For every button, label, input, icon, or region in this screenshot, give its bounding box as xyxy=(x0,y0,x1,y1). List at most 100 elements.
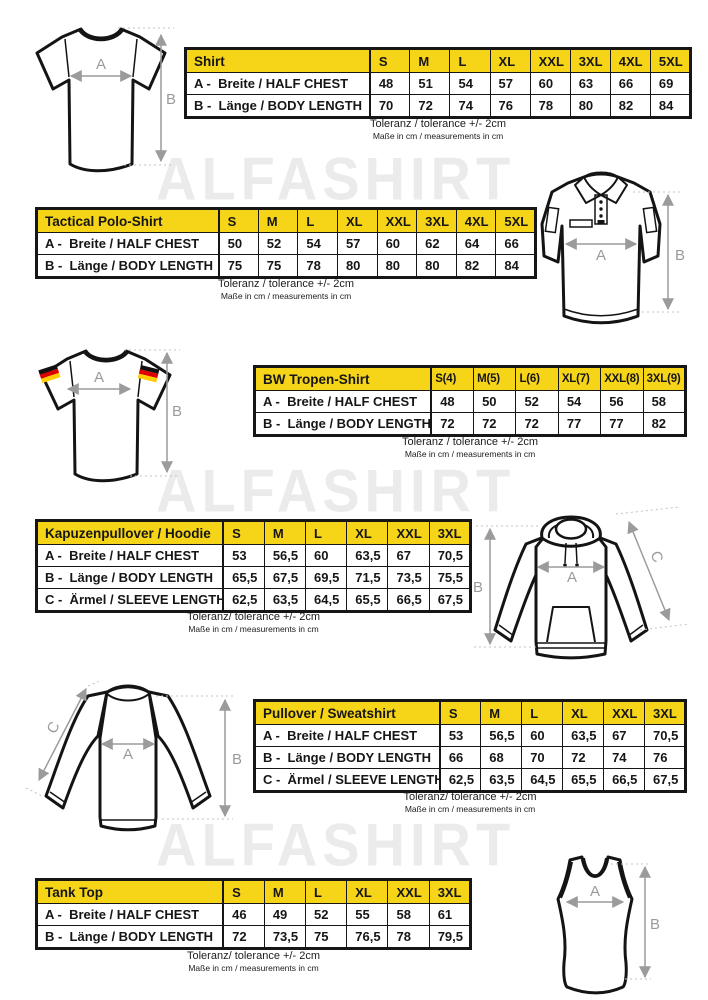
table-title: Shirt xyxy=(184,48,371,73)
size-value: 80 xyxy=(376,254,418,278)
size-value: 75 xyxy=(257,254,299,278)
size-value: 65,5 xyxy=(562,768,605,792)
size-column-header: XXL(8) xyxy=(600,366,644,391)
size-value: 64 xyxy=(455,232,497,255)
measure-label-c: C xyxy=(647,549,667,566)
size-value: 80 xyxy=(416,254,457,278)
row-label: B - Länge / BODY LENGTH xyxy=(184,94,371,118)
size-value: 63,5 xyxy=(562,724,605,747)
size-column-header: S xyxy=(369,48,411,73)
size-value: 52 xyxy=(305,903,348,926)
table-row: A - Breite / HALF CHEST 50 52 54 57 60 62 64 66 xyxy=(35,232,536,255)
size-value: 62 xyxy=(416,232,457,255)
size-value: 84 xyxy=(495,254,536,278)
row-label: C - Ärmel / SLEEVE LENGTH xyxy=(253,768,441,792)
size-value: 48 xyxy=(430,390,475,413)
row-label: A - Breite / HALF CHEST xyxy=(35,232,220,255)
size-table: Pullover / Sweatshirt S M L XL XXL 3XL A - Brei… xyxy=(253,699,687,793)
watermark-text: ALFASHIRT xyxy=(156,144,516,213)
row-label: A - Breite / HALF CHEST xyxy=(253,724,441,747)
size-value: 76 xyxy=(644,746,686,769)
table-title: Pullover / Sweatshirt xyxy=(253,700,441,725)
size-table: Tactical Polo-Shirt S M L XL XXL 3XL 4XL 5XL A - … xyxy=(35,207,537,279)
size-value: 80 xyxy=(336,254,378,278)
measurement-unit-line: Maße in cm / measurements in cm xyxy=(220,291,352,301)
t-shirt-flags-diagram: A B xyxy=(38,349,182,483)
size-value: 62,5 xyxy=(222,588,265,612)
size-value: 64,5 xyxy=(521,768,564,792)
size-value: 63 xyxy=(569,72,611,95)
header-row: Tactical Polo-Shirt S M L XL XXL 3XL 4XL 5XL xyxy=(35,208,536,233)
size-column-header: 4XL xyxy=(455,208,497,233)
size-column-header: 5XL xyxy=(495,208,536,233)
tolerance-note: Toleranz / tolerance +/- 2cm Maße in cm … xyxy=(253,436,687,460)
measure-label-b: B xyxy=(166,91,176,108)
size-column-header: M xyxy=(257,208,299,233)
tank-top-drawing xyxy=(556,855,634,995)
size-value: 65,5 xyxy=(346,588,389,612)
header-row: Tank Top S M L XL XXL 3XL xyxy=(36,879,472,904)
size-value: 54 xyxy=(297,232,338,255)
size-column-header: L(6) xyxy=(515,366,559,391)
size-value: 72 xyxy=(222,925,265,949)
size-value: 57 xyxy=(336,232,378,255)
size-value: 77 xyxy=(557,412,602,436)
measurement-arrows: A B xyxy=(564,191,685,313)
size-column-header: M xyxy=(480,700,523,725)
size-value: 50 xyxy=(218,232,259,255)
t-shirt-diagram: A B xyxy=(35,27,176,173)
tolerance-note: Toleranz / tolerance +/- 2cm Maße in cm … xyxy=(184,118,692,142)
size-value: 67,5 xyxy=(644,768,686,792)
size-column-header: M(5) xyxy=(473,366,517,391)
measure-label-a: A xyxy=(123,746,133,763)
size-value: 61 xyxy=(428,903,472,926)
size-value: 66,5 xyxy=(603,768,646,792)
size-value: 56,5 xyxy=(480,724,523,747)
size-value: 58 xyxy=(642,390,687,413)
size-column-header: XL xyxy=(346,879,389,904)
size-value: 60 xyxy=(521,724,564,747)
tank-top-diagram: A B xyxy=(556,855,660,995)
table-title: Tank Top xyxy=(36,879,225,904)
table-row: B - Länge / BODY LENGTH 75 75 78 80 80 80 82 84 xyxy=(35,254,536,278)
measure-label-a: A xyxy=(596,247,606,264)
size-column-header: 3XL xyxy=(428,879,472,904)
tank-size-table: Tank Top S M L XL XXL 3XL A - Breite / HALF CHE… xyxy=(35,878,472,950)
size-value: 76,5 xyxy=(346,925,389,949)
size-table: Kapuzenpullover / Hoodie S M L XL XXL 3XL A - B… xyxy=(35,519,472,613)
size-value: 57 xyxy=(489,72,531,95)
size-column-header: XXL xyxy=(529,48,571,73)
german-flag-left xyxy=(38,364,61,383)
size-value: 70 xyxy=(521,746,564,769)
size-value: 63,5 xyxy=(346,544,389,567)
size-value: 60 xyxy=(376,232,418,255)
size-column-header: 3XL xyxy=(569,48,611,73)
size-value: 68 xyxy=(480,746,523,769)
size-value: 56,5 xyxy=(263,544,307,567)
size-value: 53 xyxy=(222,544,265,567)
size-value: 75 xyxy=(218,254,259,278)
measure-label-b: B xyxy=(675,247,685,264)
size-column-header: S xyxy=(222,520,265,545)
tropen-size-table: BW Tropen-Shirt S(4) M(5) L(6) XL(7) XXL(8) 3X… xyxy=(253,365,687,437)
tolerance-note: Toleranz/ tolerance +/- 2cm Maße in cm /… xyxy=(35,950,472,974)
row-label: A - Breite / HALF CHEST xyxy=(254,390,433,413)
size-column-header: XL xyxy=(489,48,531,73)
size-value: 78 xyxy=(297,254,338,278)
tolerance-line: Toleranz/ tolerance +/- 2cm xyxy=(187,950,320,962)
row-label: A - Breite / HALF CHEST xyxy=(184,72,371,95)
size-value: 71,5 xyxy=(346,566,389,589)
size-value: 72 xyxy=(515,412,559,436)
size-column-header: S xyxy=(218,208,259,233)
size-value: 56 xyxy=(600,390,644,413)
size-column-header: S xyxy=(439,700,482,725)
size-value: 54 xyxy=(557,390,602,413)
size-value: 51 xyxy=(409,72,451,95)
size-column-header: 3XL xyxy=(416,208,457,233)
size-value: 52 xyxy=(257,232,299,255)
size-column-header: 3XL xyxy=(644,700,686,725)
size-column-header: M xyxy=(263,879,307,904)
watermark-text: ALFASHIRT xyxy=(156,810,516,879)
size-value: 67 xyxy=(603,724,646,747)
